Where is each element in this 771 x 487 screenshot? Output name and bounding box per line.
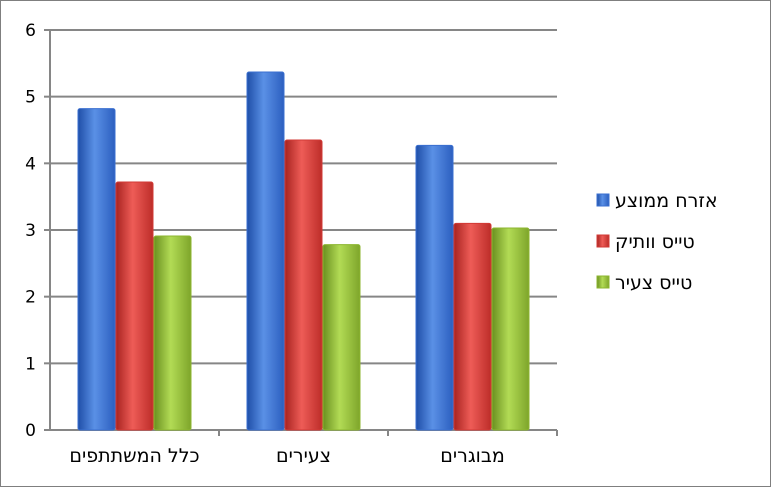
legend-label: טייס וותיק bbox=[615, 231, 695, 253]
bars bbox=[77, 71, 530, 431]
bar-2-2 bbox=[284, 139, 323, 431]
y-tick-label: 4 bbox=[25, 154, 36, 174]
bar-2-3 bbox=[453, 222, 492, 431]
y-tick-label: 5 bbox=[25, 88, 36, 108]
legend: אזרח ממוצע טייס וותיק טייס צעיר bbox=[596, 190, 718, 294]
y-tick-labels: 0 1 2 3 4 5 6 bbox=[25, 21, 36, 441]
bar-1-1 bbox=[77, 108, 116, 431]
legend-swatch bbox=[596, 193, 610, 207]
y-tick-label: 2 bbox=[25, 288, 36, 308]
category-label: כלל המשתתפים bbox=[69, 445, 199, 467]
legend-swatch bbox=[596, 275, 610, 289]
bar-1-3 bbox=[415, 144, 454, 431]
y-tick-label: 3 bbox=[25, 221, 36, 241]
bar-3-1 bbox=[153, 235, 192, 431]
bar-3-2 bbox=[322, 244, 361, 431]
bar-2-1 bbox=[115, 181, 154, 431]
category-label: צעירים bbox=[276, 445, 331, 467]
category-labels: כלל המשתתפים צעירים מבוגרים bbox=[69, 445, 504, 467]
legend-swatch bbox=[596, 234, 610, 248]
bar-1-2 bbox=[246, 71, 285, 431]
y-tick-label: 1 bbox=[25, 354, 36, 374]
legend-label: טייס צעיר bbox=[615, 272, 692, 294]
bar-3-3 bbox=[491, 227, 530, 431]
y-tick-label: 6 bbox=[25, 21, 36, 41]
category-label: מבוגרים bbox=[440, 445, 504, 467]
y-tick-label: 0 bbox=[25, 421, 36, 441]
legend-label: אזרח ממוצע bbox=[615, 190, 718, 212]
